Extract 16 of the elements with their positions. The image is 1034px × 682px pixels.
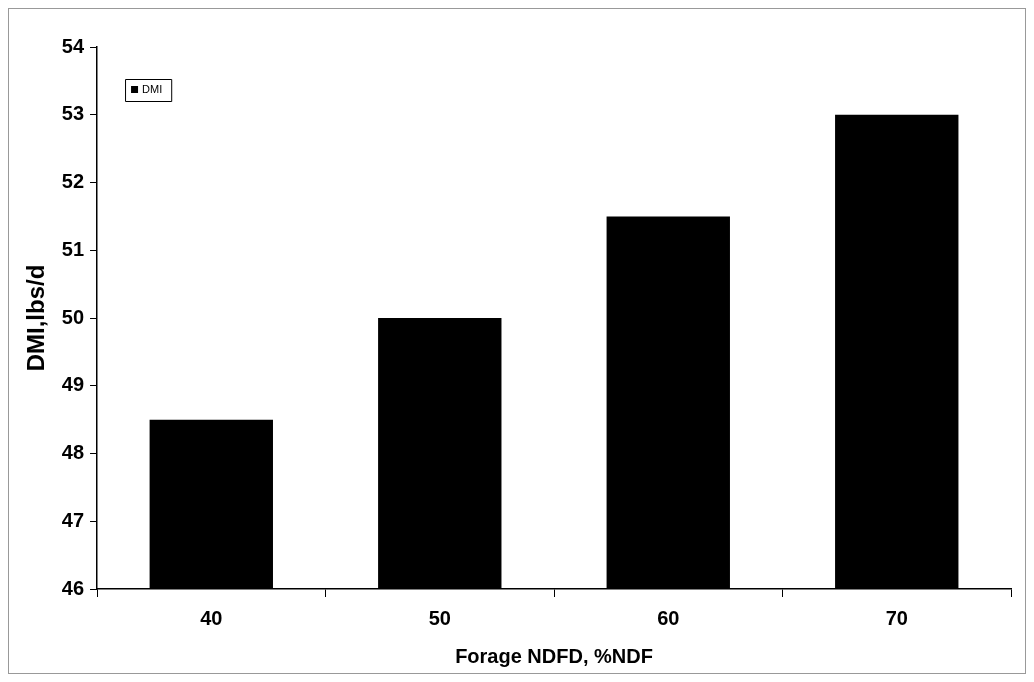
y-tick-label: 53 [61, 102, 85, 125]
y-tick-label: 52 [61, 170, 85, 193]
y-tick-label: 46 [61, 576, 85, 599]
y-tick-label: 54 [61, 34, 85, 57]
x-tick-label: 50 [428, 606, 451, 629]
y-tick-label: 49 [61, 373, 85, 396]
y-tick-label: 48 [61, 441, 85, 464]
x-tick-label: 70 [885, 606, 908, 629]
y-axis-title: DMI,lbs/d [22, 264, 50, 372]
legend-label: DMI [142, 83, 163, 96]
y-tick-label: 47 [61, 508, 85, 531]
x-tick-label: 60 [657, 606, 680, 629]
x-tick-label: 40 [200, 606, 223, 629]
y-tick-label: 51 [61, 237, 85, 260]
y-tick-label: 50 [61, 305, 85, 328]
x-axis-title: Forage NDFD, %NDF [455, 644, 653, 667]
